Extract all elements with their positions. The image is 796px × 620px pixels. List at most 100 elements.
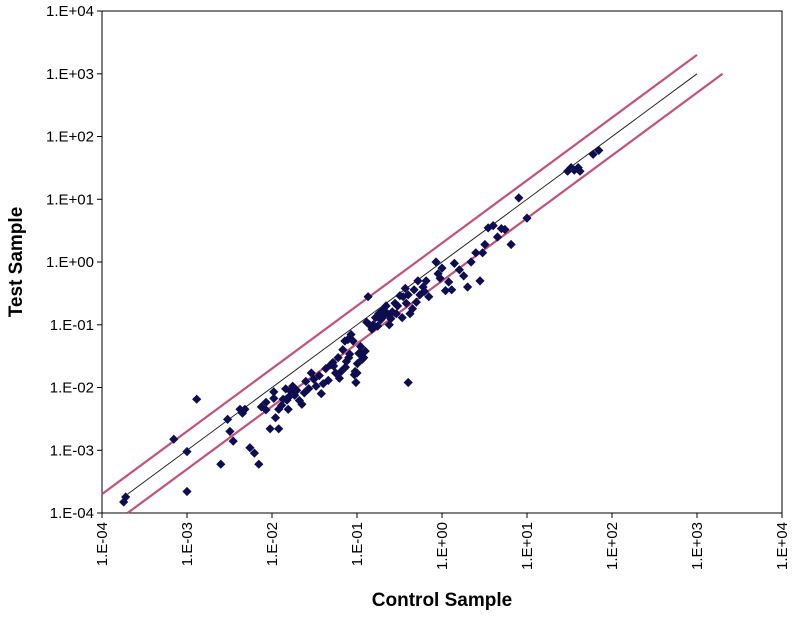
- data-point: [400, 283, 410, 293]
- data-point: [398, 292, 408, 302]
- data-point: [351, 377, 361, 388]
- data-point: [223, 414, 233, 424]
- data-point: [386, 314, 396, 324]
- y-tick-label: 1.E+03: [46, 66, 94, 83]
- data-point: [566, 163, 576, 173]
- x-tick-label: 1.E+02: [604, 522, 621, 570]
- data-point: [169, 434, 179, 444]
- data-point: [321, 364, 331, 374]
- data-point: [471, 248, 481, 258]
- data-point: [480, 239, 490, 250]
- data-point: [254, 459, 264, 469]
- data-point: [309, 374, 319, 384]
- data-point: [575, 166, 585, 176]
- data-point: [459, 271, 469, 281]
- x-tick-label: 1.E-04: [94, 522, 111, 566]
- x-tick-label: 1.E+01: [519, 522, 536, 570]
- data-point: [393, 301, 403, 311]
- x-tick-label: 1.E+03: [689, 522, 706, 570]
- data-point: [304, 384, 314, 394]
- data-point: [316, 389, 326, 399]
- data-point: [261, 405, 271, 415]
- data-point: [433, 269, 443, 279]
- x-tick-label: 1.E-02: [264, 522, 281, 566]
- x-tick-label: 1.E+04: [774, 522, 791, 570]
- data-point: [269, 387, 279, 397]
- y-tick-label: 1.E-02: [50, 380, 94, 397]
- data-point: [475, 276, 485, 286]
- data-point: [449, 258, 459, 268]
- y-tick-label: 1.E-01: [50, 317, 94, 334]
- data-point: [409, 285, 419, 295]
- data-point: [463, 282, 473, 292]
- x-tick-label: 1.E-03: [179, 522, 196, 566]
- data-point: [340, 362, 350, 372]
- data-point: [437, 263, 447, 273]
- data-point: [333, 353, 343, 363]
- data-point: [431, 257, 441, 267]
- data-point: [265, 424, 275, 434]
- data-point: [419, 286, 429, 296]
- data-point: [588, 149, 598, 159]
- data-point: [329, 361, 339, 371]
- data-point: [323, 375, 333, 385]
- data-point: [182, 486, 192, 497]
- data-point: [274, 424, 284, 434]
- data-point: [318, 379, 328, 389]
- data-point: [261, 397, 271, 407]
- y-tick-label: 1.E+04: [46, 3, 94, 20]
- data-point: [240, 404, 250, 414]
- data-point: [397, 313, 407, 323]
- data-point: [363, 292, 373, 302]
- data-point: [225, 426, 235, 436]
- y-tick-label: 1.E-03: [50, 442, 94, 459]
- data-point: [411, 297, 421, 307]
- data-point: [387, 307, 397, 317]
- data-point: [348, 336, 358, 346]
- x-axis-title: Control Sample: [372, 590, 512, 611]
- data-point: [277, 400, 287, 410]
- data-point: [360, 346, 370, 356]
- data-point: [269, 393, 279, 403]
- data-point: [216, 459, 226, 469]
- data-point: [466, 257, 476, 267]
- data-point: [278, 394, 288, 404]
- data-point: [401, 298, 411, 308]
- data-point: [391, 309, 401, 319]
- data-point: [478, 248, 488, 258]
- data-point: [435, 273, 445, 283]
- data-point: [292, 385, 302, 395]
- data-point: [500, 224, 510, 235]
- data-point: [384, 320, 394, 330]
- data-point: [415, 290, 425, 300]
- y-tick-label: 1.E+02: [46, 129, 94, 146]
- data-point: [359, 353, 369, 363]
- data-point: [373, 321, 383, 331]
- data-point: [301, 376, 311, 386]
- data-point: [245, 443, 255, 453]
- data-point: [299, 388, 309, 398]
- data-point: [522, 213, 532, 223]
- data-point: [403, 290, 413, 300]
- data-point: [182, 447, 192, 457]
- identity-line: [127, 73, 698, 495]
- data-point: [514, 193, 524, 203]
- data-point: [421, 276, 431, 286]
- data-point: [569, 165, 579, 175]
- data-point: [345, 349, 355, 359]
- data-point: [338, 345, 348, 355]
- data-point: [379, 311, 389, 321]
- data-point: [506, 239, 516, 250]
- data-points: [119, 145, 604, 507]
- data-point: [447, 285, 457, 295]
- data-point: [407, 304, 418, 314]
- y-axis-ticks: 1.E-04 1.E-03 1.E-02 1.E-01 1.E+00 1.E+01 1.E+…: [46, 3, 102, 522]
- data-point: [281, 384, 291, 394]
- data-point: [311, 381, 321, 391]
- data-point: [352, 368, 362, 378]
- data-point: [121, 492, 131, 502]
- data-point: [283, 404, 293, 414]
- y-tick-label: 1.E+00: [46, 254, 94, 271]
